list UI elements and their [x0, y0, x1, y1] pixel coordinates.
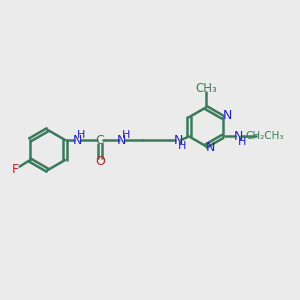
Text: CH₂CH₃: CH₂CH₃ — [245, 131, 284, 141]
Text: H: H — [122, 130, 130, 140]
Text: N: N — [233, 130, 243, 143]
Text: O: O — [95, 155, 105, 168]
Text: N: N — [73, 134, 82, 147]
Text: H: H — [238, 137, 246, 147]
Text: F: F — [11, 163, 19, 176]
Text: N: N — [206, 140, 215, 154]
Text: H: H — [178, 141, 186, 151]
Text: H: H — [77, 130, 86, 140]
Text: N: N — [117, 134, 126, 147]
Text: N: N — [222, 109, 232, 122]
Text: C: C — [95, 134, 104, 147]
Text: CH₃: CH₃ — [195, 82, 217, 95]
Text: N: N — [173, 134, 183, 147]
